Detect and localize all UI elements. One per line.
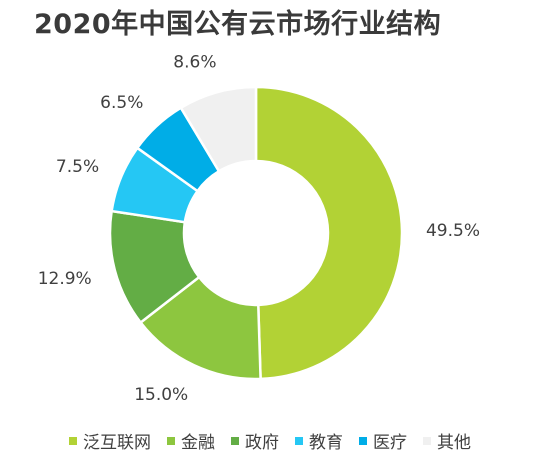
donut-chart: 49.5% 15.0% 12.9% 7.5% 6.5% 8.6% — [38, 52, 480, 405]
legend-swatch — [423, 436, 431, 445]
data-label-1: 49.5% — [426, 221, 480, 241]
legend-item: 金融 — [167, 428, 215, 453]
legend-item: 其他 — [423, 428, 471, 453]
legend-item: 政府 — [231, 428, 279, 453]
data-label-6: 8.6% — [173, 52, 216, 72]
data-label-3: 12.9% — [38, 269, 92, 289]
data-label-2: 15.0% — [134, 385, 188, 405]
legend-item: 教育 — [295, 428, 343, 453]
legend-swatch — [295, 436, 303, 445]
legend-item: 医疗 — [359, 428, 407, 453]
legend-item: 泛互联网 — [69, 428, 151, 453]
data-label-4: 7.5% — [56, 157, 99, 177]
chart-legend: 泛互联网 金融 政府 教育 医疗 其他 — [0, 428, 540, 453]
data-label-5: 6.5% — [100, 93, 143, 113]
legend-label: 泛互联网 — [83, 433, 151, 453]
slice-6 — [179, 85, 258, 173]
legend-swatch — [359, 436, 367, 445]
legend-label: 其他 — [437, 433, 471, 453]
legend-label: 金融 — [181, 433, 215, 453]
legend-swatch — [69, 436, 77, 445]
legend-label: 政府 — [245, 433, 279, 453]
legend-label: 医疗 — [373, 433, 407, 453]
legend-label: 教育 — [309, 433, 343, 453]
legend-swatch — [231, 436, 239, 445]
legend-swatch — [167, 436, 175, 445]
chart-title: 2020年中国公有云市场行业结构 — [34, 9, 442, 40]
slice-1 — [254, 85, 404, 381]
